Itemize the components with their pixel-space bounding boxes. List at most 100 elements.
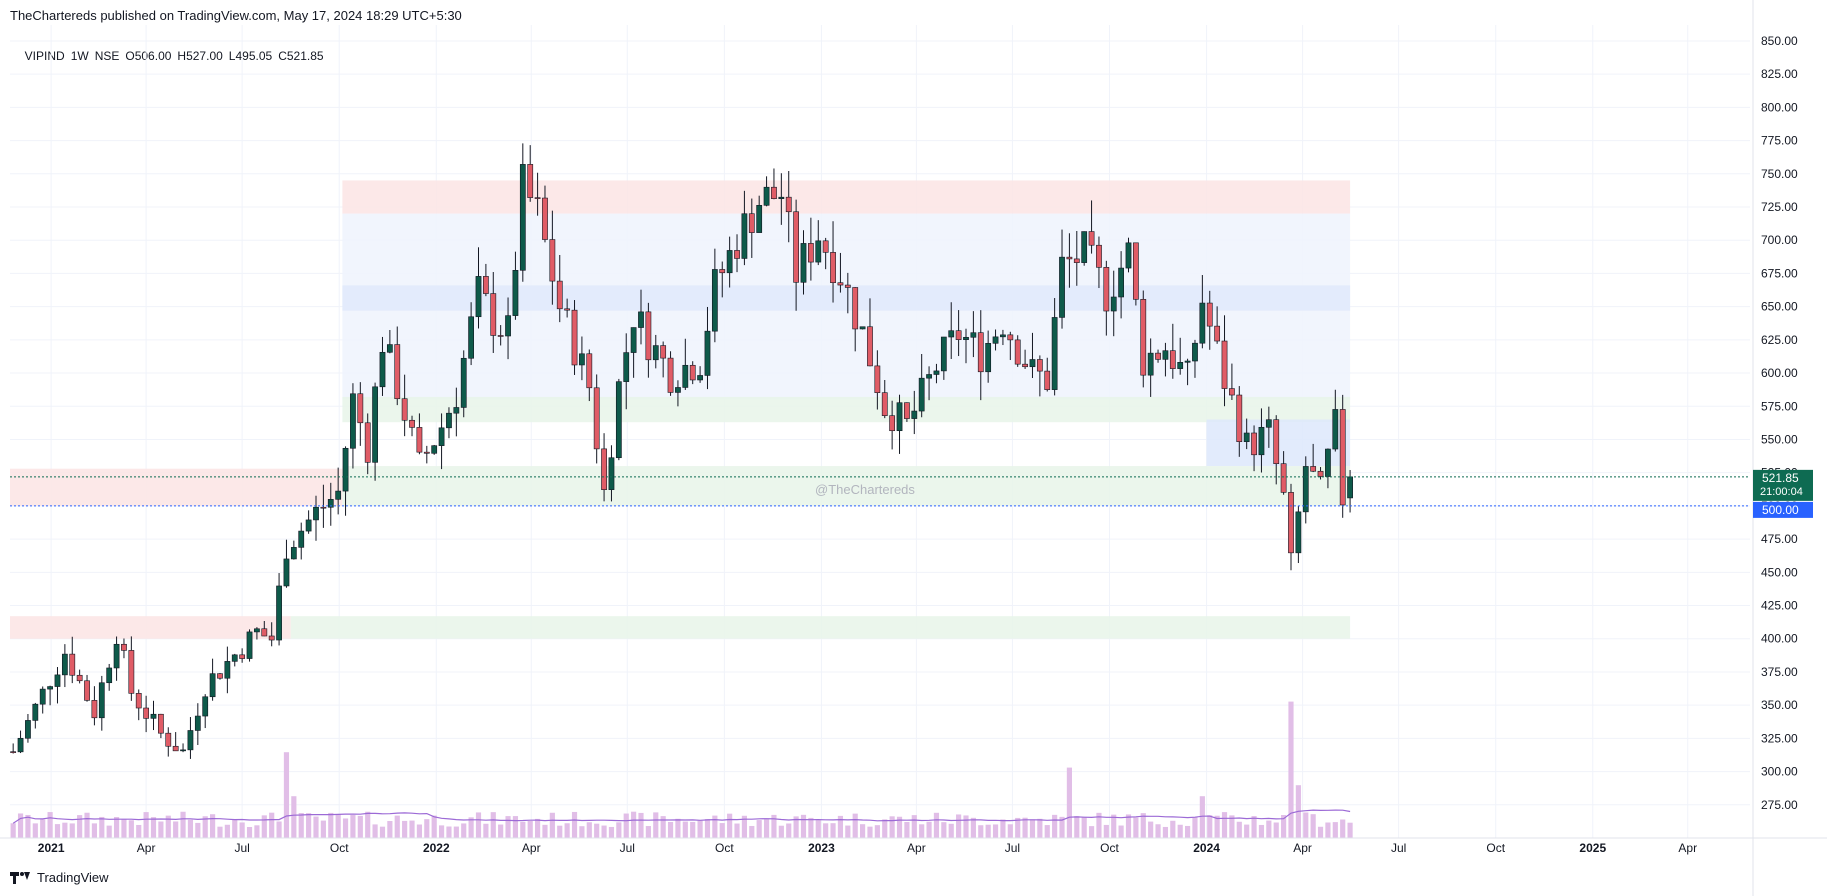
candle-up [290,547,297,560]
volume-bar [948,823,954,838]
volume-bar [468,817,474,838]
volume-bar [91,823,97,838]
volume-bar [1000,819,1006,838]
candle-up [1110,296,1117,312]
volume-bar [453,826,459,838]
volume-bar [1310,814,1316,838]
candle-down [601,448,607,490]
x-tick-label: 2025 [1579,841,1606,855]
candle-up [342,447,349,492]
candle-down [1014,339,1021,365]
tradingview-footer[interactable]: TradingView [10,870,109,885]
candle-up [1118,267,1124,298]
volume-bar [564,823,570,838]
candle-down [852,287,859,330]
candle-up [98,682,105,719]
candle-up [652,345,659,361]
candle-up [933,370,940,375]
volume-bar [727,813,733,838]
candle-down [497,335,504,337]
volume-bar [298,813,304,838]
volume-bar [660,816,666,838]
volume-bar [734,823,740,838]
volume-bar [505,816,511,838]
level-label: 500.00 [1762,503,1799,517]
volume-bar [904,821,910,838]
volume-bar [1015,817,1021,838]
volume-bar [941,822,947,838]
volume-bar [1059,816,1065,838]
price-axis[interactable]: 850.00 825.00 800.00 775.00 750.00 725.00 700.… [1752,0,1798,896]
candle-up [47,686,53,690]
volume-bar [350,814,356,838]
candle-down [549,239,556,282]
candle-down [793,211,799,283]
candle-up [992,336,999,344]
zone-supply [10,468,343,506]
y-tick-label: 375.00 [1761,665,1798,679]
volume-bar [77,815,83,838]
volume-bar [970,817,976,838]
candle-down [808,243,814,263]
volume-bar [232,819,238,838]
candle-down [409,419,415,428]
candle-up [209,673,216,698]
volume-bar [889,816,895,838]
x-tick-label: 2021 [38,841,65,855]
volume-bar [667,821,674,838]
volume-bar [1074,816,1080,838]
candle-up [446,412,452,429]
candle-up [372,386,378,463]
symbol-interval[interactable]: 1W [70,49,89,63]
volume-bar [475,812,482,838]
time-axis[interactable]: 2021 Apr Jul Oct 2022 Apr Jul Oct 2023 Apr Jul Oct 2… [0,837,1827,855]
candle-down [135,693,142,709]
x-tick-label: Jul [1005,841,1020,855]
volume-bar [520,821,526,838]
volume-bar [424,819,430,838]
volume-bar [387,821,393,838]
candle-down [977,332,984,373]
volume-bar [712,815,718,838]
last-price-label: 521.85 [1762,471,1799,485]
candle-down [217,673,223,679]
volume-bar [1125,814,1132,838]
x-tick-label: Apr [137,841,156,855]
volume-bar [84,812,90,838]
symbol-name[interactable]: VIPIND [24,49,65,63]
volume-bar [1022,817,1028,838]
candle-up [623,352,630,382]
volume-bar [320,820,326,838]
volume-bar [756,820,762,838]
volume-bar [860,824,866,838]
candle-down [10,751,17,753]
volume-bar [69,823,75,838]
volume-bar [571,811,578,838]
candle-down [889,415,896,432]
volume-bar [1007,824,1013,838]
volume-bar [416,824,422,838]
volume-bar [483,823,489,838]
volume-bar [365,811,371,838]
chart-grid [10,25,1750,838]
candle-up [1295,511,1302,554]
candle-down [423,451,430,454]
candle-up [1258,426,1265,456]
volume-bar [17,813,24,838]
y-tick-label: 350.00 [1761,698,1798,712]
candle-down [534,197,541,199]
y-tick-label: 675.00 [1761,266,1798,280]
symbol-ohlc-legend: VIPIND 1W NSE O506.00 H527.00 L495.05 C521.85 [18,35,330,63]
candle-down [867,326,873,367]
volume-bar [1214,815,1220,838]
candle-up [1081,231,1088,263]
candle-down [1339,409,1346,506]
volume-bar [1332,822,1338,838]
y-tick-label: 275.00 [1761,798,1798,812]
volume-bar [342,818,349,838]
volume-bar [638,812,644,838]
candle-up [460,357,467,408]
candle-down [586,353,593,389]
candle-down [1310,466,1317,472]
